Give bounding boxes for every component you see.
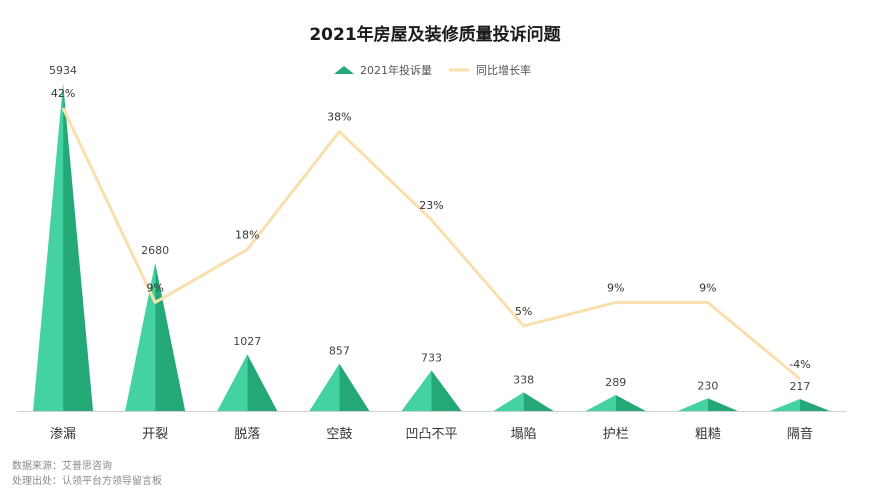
bar-value-label: 217: [789, 380, 810, 393]
bar-right-face: [523, 392, 554, 411]
footer-note: 处理出处：认领平台方领导留言板: [12, 476, 162, 487]
bar-right-face: [247, 354, 278, 411]
bar-left-face: [33, 83, 64, 411]
bar-left-face: [309, 363, 340, 411]
bar-left-face: [493, 392, 524, 411]
legend-bar-swatch: [334, 66, 354, 74]
bar-left-face: [125, 262, 156, 411]
bar-left-face: [217, 354, 248, 411]
x-tick-label: 渗漏: [50, 426, 76, 442]
line-value-label: 38%: [327, 111, 351, 124]
x-tick-label: 塌陷: [511, 427, 537, 442]
line-value-label: 9%: [146, 281, 163, 294]
line-value-label: 5%: [515, 305, 532, 318]
line-value-label: 42%: [51, 87, 75, 100]
legend-line-label: 同比增长率: [476, 63, 531, 77]
bar-right-face: [431, 370, 462, 411]
x-tick-label: 脱落: [234, 427, 260, 442]
bar-value-label: 289: [605, 376, 626, 389]
bar-value-label: 5934: [49, 64, 77, 77]
line-value-label: 23%: [419, 199, 443, 212]
bar-right-face: [799, 399, 830, 411]
bar-right-face: [339, 363, 370, 411]
bar-value-label: 857: [329, 345, 350, 358]
x-tick-label: 开裂: [142, 427, 168, 442]
bar-value-label: 1027: [233, 335, 261, 348]
x-tick-label: 粗糙: [695, 427, 721, 442]
x-tick-label: 凹凸不平: [405, 427, 457, 442]
x-tick-label: 隔音: [787, 426, 813, 442]
bar-left-face: [585, 395, 616, 411]
bar-left-face: [401, 370, 432, 411]
bar-value-label: 733: [421, 351, 442, 364]
bar-value-label: 230: [697, 379, 718, 392]
bar-left-face: [769, 399, 800, 411]
legend-bar-label: 2021年投诉量: [360, 63, 432, 77]
bar-right-face: [155, 262, 186, 411]
line-value-label: 9%: [607, 281, 624, 294]
line-value-label: -4%: [789, 358, 810, 371]
bar-right-face: [63, 83, 94, 411]
x-tick-label: 护栏: [603, 427, 629, 442]
bar-value-label: 2680: [141, 244, 169, 257]
x-tick-label: 空鼓: [326, 427, 352, 442]
bar-left-face: [677, 398, 708, 411]
line-value-label: 18%: [235, 228, 259, 241]
bar-value-label: 338: [513, 373, 534, 386]
bar-right-face: [707, 398, 738, 411]
bar-right-face: [615, 395, 646, 411]
line-value-label: 9%: [699, 281, 716, 294]
growth-rate-line: [61, 107, 801, 381]
chart-title: 2021年房屋及装修质量投诉问题: [309, 24, 561, 45]
data-source-note: 数据来源：艾普思咨询: [12, 461, 112, 472]
